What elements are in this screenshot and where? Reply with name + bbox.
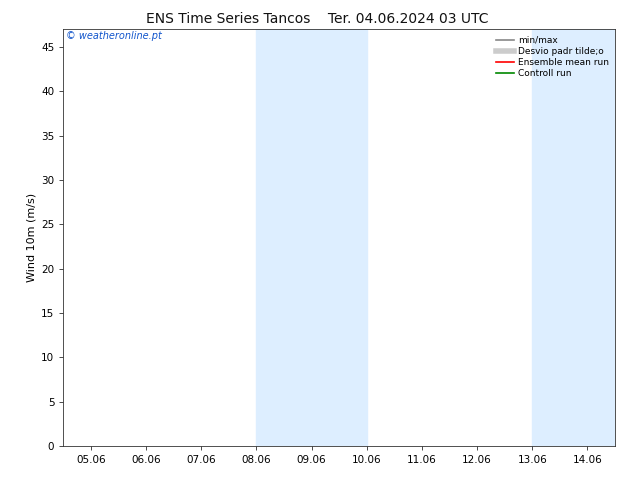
Text: © weatheronline.pt: © weatheronline.pt	[66, 31, 162, 42]
Y-axis label: Wind 10m (m/s): Wind 10m (m/s)	[27, 193, 37, 282]
Bar	[533, 29, 615, 446]
Bar	[256, 29, 367, 446]
Text: ENS Time Series Tancos    Ter. 04.06.2024 03 UTC: ENS Time Series Tancos Ter. 04.06.2024 0…	[146, 12, 488, 26]
Legend: min/max, Desvio padr tilde;o, Ensemble mean run, Controll run: min/max, Desvio padr tilde;o, Ensemble m…	[494, 34, 611, 80]
